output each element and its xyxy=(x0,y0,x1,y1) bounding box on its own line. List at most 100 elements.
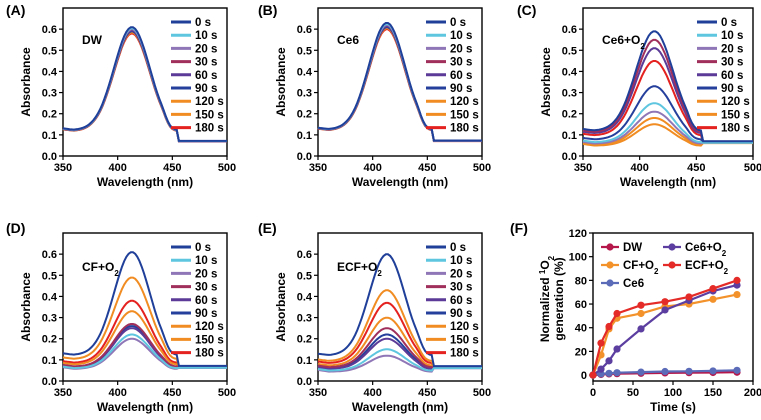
x-tick-label: 450 xyxy=(163,162,181,174)
legend-label: 20 s xyxy=(450,43,472,55)
x-tick-label: 150 xyxy=(704,387,722,399)
legend-label: 30 s xyxy=(195,282,217,294)
data-point xyxy=(661,367,669,376)
y-axis-label-2: generation (%) xyxy=(552,257,566,340)
legend-label: 90 s xyxy=(721,83,743,95)
panel-3: (D) 350 400 450 500 0.0 0.1 0.2 0.3 0.4 0.5 0.6 Wave… xyxy=(6,220,236,414)
legend-label: 150 s xyxy=(721,109,750,121)
x-tick-label: 400 xyxy=(108,387,126,399)
x-tick-label: 350 xyxy=(574,162,592,174)
legend-label: 0 s xyxy=(450,242,466,254)
x-axis-label: Wavelength (nm) xyxy=(620,175,716,189)
y-tick-label: 0.0 xyxy=(562,151,577,163)
y-tick-label: 40 xyxy=(575,323,587,335)
panel-2: (C) 350 400 450 500 0.0 0.1 0.2 0.3 0.4 0.5 0.6 Wave… xyxy=(517,2,761,189)
data-point xyxy=(605,369,613,377)
x-tick-label: 400 xyxy=(108,162,126,174)
data-point xyxy=(733,276,741,284)
y-tick-label: 0.5 xyxy=(42,45,57,57)
panel-title-main: ECF+O xyxy=(337,260,377,274)
legend-label: 150 s xyxy=(450,334,479,346)
plot-frame xyxy=(317,232,483,382)
data-point xyxy=(661,306,669,314)
y-tick-label: 0.2 xyxy=(562,109,577,121)
y-tick-label: 0.1 xyxy=(42,130,57,142)
series-line-0s xyxy=(62,26,227,142)
y-tick-label: 0.5 xyxy=(297,270,312,282)
legend-label: 20 s xyxy=(721,43,743,55)
data-point xyxy=(709,285,717,293)
y-tick-label: 0.5 xyxy=(297,45,312,57)
legend-label: CF+O2 xyxy=(623,260,659,276)
data-point xyxy=(709,295,717,303)
legend-label: 150 s xyxy=(195,334,224,346)
legend-label: 90 s xyxy=(195,308,217,320)
y-tick-label: 0.4 xyxy=(562,66,578,78)
x-axis-label: Time (s) xyxy=(650,400,696,414)
y-tick-label: 100 xyxy=(569,252,587,264)
legend-label-main: ECF+O xyxy=(685,260,724,272)
legend-label: 0 s xyxy=(195,17,211,29)
data-point xyxy=(637,301,645,309)
panel-label: (D) xyxy=(6,220,25,236)
panel-4: (E) 350 400 450 500 0.0 0.1 0.2 0.3 0.4 0.5 0.6 Wave… xyxy=(258,220,491,414)
data-point xyxy=(637,325,645,333)
x-tick-label: 350 xyxy=(54,162,72,174)
x-tick-label: 500 xyxy=(473,387,491,399)
x-tick-label: 500 xyxy=(744,162,761,174)
panel-title: Ce6+O2 xyxy=(602,33,645,51)
y-axis-label: Absorbance xyxy=(274,272,288,342)
legend-label: 150 s xyxy=(450,109,479,121)
panel-label: (B) xyxy=(258,2,277,18)
legend-label: 180 s xyxy=(450,348,479,360)
data-point xyxy=(685,367,693,375)
x-tick-label: 500 xyxy=(218,162,236,174)
data-point xyxy=(597,339,605,347)
legend-label: 60 s xyxy=(450,295,472,307)
x-tick-label: 400 xyxy=(630,162,648,174)
x-axis-label: Wavelength (nm) xyxy=(352,400,448,414)
y-tick-label: 0.3 xyxy=(42,313,57,325)
legend-label-sub: 2 xyxy=(724,267,729,276)
plot-frame xyxy=(582,7,754,157)
series-line-0s xyxy=(317,22,482,142)
x-tick-label: 350 xyxy=(309,162,327,174)
y-tick-label: 0.4 xyxy=(42,66,58,78)
legend-label: 120 s xyxy=(450,321,479,333)
legend-label-main: Ce6+O xyxy=(685,242,722,254)
legend-label: 180 s xyxy=(450,123,479,135)
x-tick-label: 350 xyxy=(54,387,72,399)
x-tick-label: 450 xyxy=(418,387,436,399)
legend-label: 10 s xyxy=(721,30,743,42)
y-axis-label: Normalized 1O2 xyxy=(538,255,556,342)
y-tick-label: 0.2 xyxy=(297,334,312,346)
legend-marker xyxy=(668,243,676,251)
legend-label: 60 s xyxy=(195,295,217,307)
y-tick-label: 0.6 xyxy=(562,24,577,36)
legend-label: 20 s xyxy=(195,268,217,280)
legend-label: 20 s xyxy=(195,43,217,55)
data-point xyxy=(733,366,741,374)
panel-title-main: CF+O xyxy=(82,260,114,274)
series-line-ECFO xyxy=(591,279,738,376)
data-point xyxy=(733,290,741,299)
y-tick-label: 0.2 xyxy=(297,109,312,121)
y-tick-label: 120 xyxy=(569,228,587,240)
plot-frame xyxy=(62,7,228,157)
legend-label: 30 s xyxy=(195,57,217,69)
legend-label: 20 s xyxy=(450,268,472,280)
legend-label: 90 s xyxy=(450,83,472,95)
x-tick-label: 500 xyxy=(473,162,491,174)
legend-label-sub: 2 xyxy=(722,249,727,258)
panel-title-sub: 2 xyxy=(377,269,382,278)
data-point xyxy=(637,368,645,376)
panel-label: (E) xyxy=(258,220,277,236)
y-label-sub: 2 xyxy=(547,255,556,260)
x-tick-label: 50 xyxy=(627,387,639,399)
series-line-10s xyxy=(62,333,227,370)
y-tick-label: 0.0 xyxy=(42,376,57,388)
legend-label: 120 s xyxy=(195,96,224,108)
y-tick-label: 0.6 xyxy=(42,24,57,36)
x-tick-label: 450 xyxy=(687,162,705,174)
